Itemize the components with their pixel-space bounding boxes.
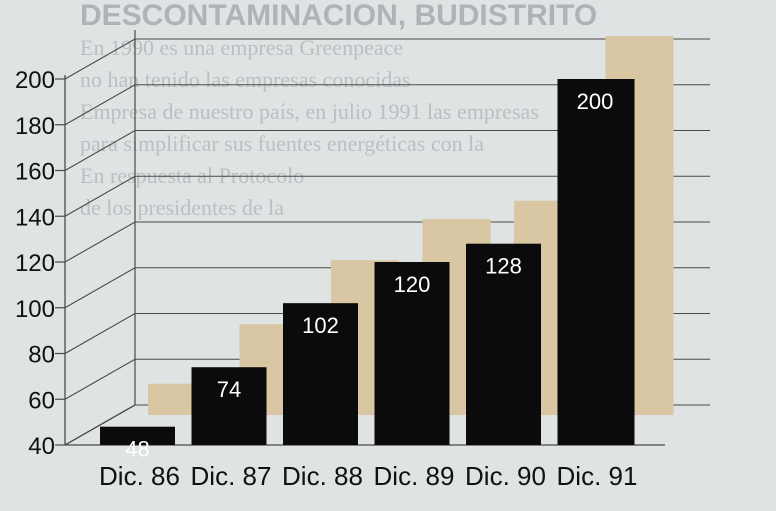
gridline-depth bbox=[64, 221, 136, 263]
xtick-label: Dic. 89 bbox=[374, 461, 455, 491]
ytick-label: 160 bbox=[15, 159, 55, 186]
ytick-label: 80 bbox=[28, 342, 55, 369]
background-heading: DESCONTAMINACION, BUDISTRITO bbox=[80, 0, 598, 32]
xtick-label: Dic. 87 bbox=[191, 461, 272, 491]
gridline-depth bbox=[64, 267, 136, 309]
xtick-label: Dic. 88 bbox=[282, 461, 363, 491]
ytick-label: 60 bbox=[28, 387, 55, 414]
xtick-label: Dic. 91 bbox=[557, 461, 638, 491]
gridline-depth bbox=[64, 84, 136, 126]
background-line: para simplificar sus fuentes energéticas… bbox=[80, 131, 484, 156]
ytick-label: 200 bbox=[15, 67, 55, 94]
ytick-label: 180 bbox=[15, 113, 55, 140]
xtick-label: Dic. 90 bbox=[465, 461, 546, 491]
background-line: En respuesta al Protocolo bbox=[80, 163, 305, 188]
background-line: de los presidentes de la bbox=[80, 195, 285, 220]
data-label: 74 bbox=[217, 377, 241, 402]
bar bbox=[283, 303, 358, 445]
data-label: 128 bbox=[485, 254, 522, 279]
gridline-depth bbox=[64, 358, 136, 400]
gridline-depth bbox=[64, 38, 136, 80]
data-label: 200 bbox=[577, 89, 614, 114]
ytick-label: 120 bbox=[15, 250, 55, 277]
ytick-label: 100 bbox=[15, 296, 55, 323]
gridline-depth bbox=[64, 175, 136, 217]
data-label: 48 bbox=[125, 437, 149, 462]
gridline-depth bbox=[64, 404, 136, 446]
bar bbox=[191, 367, 267, 445]
data-label: 120 bbox=[394, 272, 431, 297]
xtick-label: Dic. 86 bbox=[99, 461, 180, 491]
bar bbox=[374, 262, 450, 445]
gridline-depth bbox=[64, 130, 136, 171]
gridline-depth bbox=[64, 313, 136, 354]
bar bbox=[466, 243, 541, 445]
ytick-label: 40 bbox=[28, 433, 55, 460]
bar bbox=[557, 79, 635, 445]
background-line: Empresa de nuestro país, en julio 1991 l… bbox=[80, 99, 539, 124]
bar bbox=[100, 426, 175, 445]
data-label: 102 bbox=[302, 313, 339, 338]
ytick-label: 140 bbox=[15, 204, 55, 231]
